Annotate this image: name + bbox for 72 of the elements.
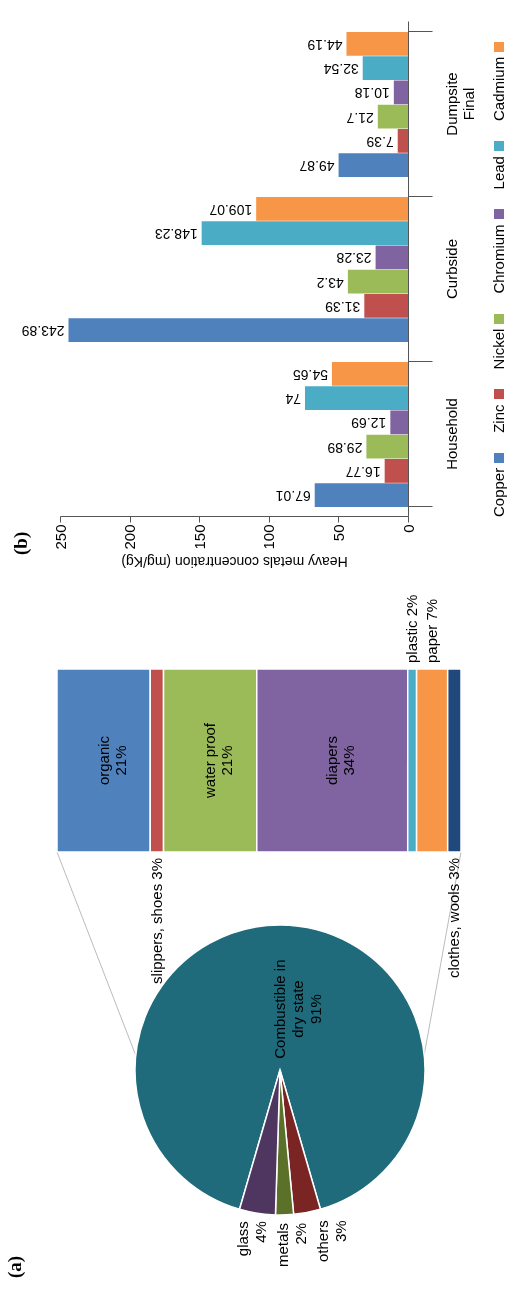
data-label: 10.18 bbox=[354, 85, 390, 102]
bar bbox=[304, 386, 408, 410]
data-label: 74 bbox=[285, 391, 301, 408]
slice-label: others bbox=[314, 1220, 332, 1263]
x-tick-label: 250 bbox=[51, 524, 69, 550]
slice-label: Combustible in dry state bbox=[271, 959, 306, 1059]
y-tick-label: Household bbox=[442, 398, 460, 470]
bar bbox=[338, 153, 408, 178]
bar bbox=[366, 434, 408, 459]
data-label: 44.19 bbox=[307, 36, 343, 53]
bar bbox=[364, 294, 408, 318]
y-tick-label: Dumpsite Final bbox=[442, 72, 477, 136]
legend-label: Nickel bbox=[490, 328, 508, 370]
data-label: 148.23 bbox=[154, 226, 198, 243]
data-label: 43.2 bbox=[316, 274, 344, 291]
bar bbox=[390, 410, 408, 435]
x-tick-label: 150 bbox=[190, 524, 208, 550]
bar bbox=[346, 31, 408, 56]
bar bbox=[375, 245, 408, 270]
slice-label: metals bbox=[274, 1222, 292, 1268]
data-label: 21.7 bbox=[346, 109, 374, 126]
bar bbox=[347, 269, 408, 294]
x-tick-label: 0 bbox=[399, 524, 417, 533]
data-label: 7.39 bbox=[366, 133, 394, 150]
x-axis-title: Heavy metals concentration (mg/Kg) bbox=[121, 553, 348, 570]
data-label: 29.89 bbox=[327, 439, 363, 456]
series-label: organic bbox=[94, 735, 112, 786]
y-tick-label: Curbside bbox=[442, 238, 460, 300]
data-label: 34% bbox=[340, 745, 358, 776]
bar bbox=[393, 80, 408, 105]
bar bbox=[377, 104, 408, 129]
x-tick-label: 200 bbox=[121, 524, 139, 550]
data-label: 23.28 bbox=[336, 250, 372, 267]
bar bbox=[68, 318, 408, 343]
legend-label: Chromium bbox=[490, 224, 508, 294]
data-label: 243.89 bbox=[21, 323, 65, 340]
data-label: 91% bbox=[307, 994, 324, 1025]
series-label: diapers bbox=[323, 735, 341, 786]
data-label: 67.01 bbox=[275, 488, 311, 505]
bar bbox=[397, 129, 408, 153]
text: clothes, wools 3% bbox=[445, 858, 463, 979]
text: (b) bbox=[10, 531, 32, 555]
slice-label: glass bbox=[234, 1221, 252, 1257]
series-label: water proof bbox=[201, 722, 219, 800]
bar bbox=[331, 361, 408, 386]
bar bbox=[256, 196, 408, 221]
legend-label: Cadmium bbox=[490, 56, 508, 122]
bar bbox=[384, 459, 408, 483]
bar bbox=[362, 56, 408, 80]
data-label: 109.07 bbox=[209, 201, 253, 218]
text: slippers, shoes 3% bbox=[147, 858, 165, 984]
legend-label: Zinc bbox=[490, 404, 508, 433]
data-label: 3% bbox=[332, 1220, 350, 1243]
data-label: 21% bbox=[218, 745, 236, 776]
bar bbox=[314, 483, 408, 508]
legend-label: Copper bbox=[490, 467, 508, 517]
data-label: 16.77 bbox=[345, 463, 381, 480]
data-label: 12.69 bbox=[351, 415, 387, 432]
x-tick-label: 100 bbox=[260, 524, 278, 550]
data-label: 21% bbox=[111, 745, 129, 776]
data-label: 54.65 bbox=[292, 366, 328, 383]
data-label: 49.87 bbox=[299, 158, 335, 175]
text: (a) bbox=[4, 1255, 26, 1278]
text: plastic 2% bbox=[403, 594, 421, 663]
text: paper 7% bbox=[423, 598, 441, 663]
data-label: 32.54 bbox=[323, 61, 359, 78]
legend-label: Lead bbox=[490, 156, 508, 190]
bar bbox=[201, 221, 408, 245]
x-tick-label: 50 bbox=[329, 524, 347, 542]
data-label: 31.39 bbox=[325, 298, 361, 315]
data-label: 4% bbox=[252, 1221, 270, 1243]
data-label: 2% bbox=[292, 1222, 310, 1245]
